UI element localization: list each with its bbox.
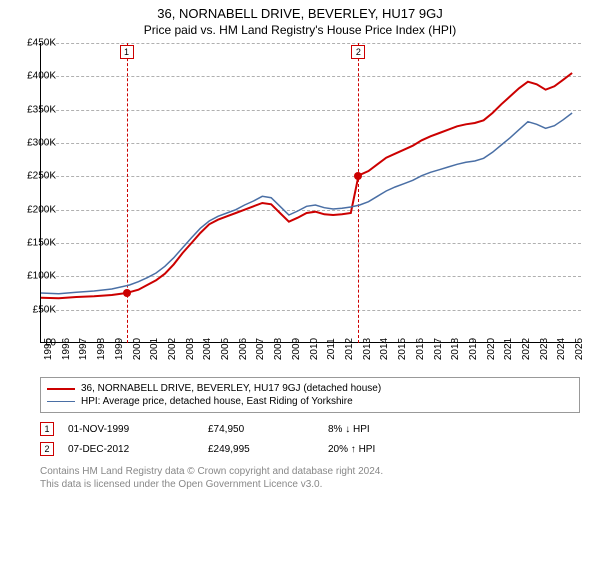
y-tick-label: £100K — [27, 271, 56, 282]
transaction-dot — [354, 172, 362, 180]
series-property — [41, 73, 572, 298]
transaction-row: 1 01-NOV-1999£74,9508% ↓ HPI — [40, 419, 580, 439]
y-tick-label: £400K — [27, 71, 56, 82]
chart-subtitle: Price paid vs. HM Land Registry's House … — [0, 23, 600, 37]
x-tick-label: 2023 — [539, 338, 550, 360]
x-tick-label: 2021 — [503, 338, 514, 360]
chart-title: 36, NORNABELL DRIVE, BEVERLEY, HU17 9GJ — [0, 6, 600, 21]
x-tick-label: 2001 — [149, 338, 160, 360]
legend-swatch — [47, 388, 75, 390]
x-tick-label: 1996 — [61, 338, 72, 360]
x-tick-label: 2010 — [309, 338, 320, 360]
y-tick-label: £350K — [27, 104, 56, 115]
legend-label: 36, NORNABELL DRIVE, BEVERLEY, HU17 9GJ … — [81, 383, 381, 394]
x-tick-label: 2006 — [238, 338, 249, 360]
legend-item: 36, NORNABELL DRIVE, BEVERLEY, HU17 9GJ … — [47, 382, 573, 395]
footnote-line1: Contains HM Land Registry data © Crown c… — [40, 466, 383, 477]
x-tick-label: 2005 — [220, 338, 231, 360]
footnote: Contains HM Land Registry data © Crown c… — [40, 465, 580, 491]
x-tick-label: 2003 — [185, 338, 196, 360]
x-tick-label: 2007 — [255, 338, 266, 360]
x-tick-label: 2024 — [556, 338, 567, 360]
chart-area: 12 £0£50K£100K£150K£200K£250K£300K£350K£… — [40, 43, 600, 373]
x-tick-label: 2009 — [291, 338, 302, 360]
x-tick-label: 2018 — [450, 338, 461, 360]
x-tick-label: 2008 — [273, 338, 284, 360]
y-tick-label: £450K — [27, 38, 56, 49]
y-tick-label: £250K — [27, 171, 56, 182]
legend-swatch — [47, 401, 75, 402]
transactions-table: 1 01-NOV-1999£74,9508% ↓ HPI 2 07-DEC-2012£… — [40, 419, 580, 459]
x-tick-label: 2013 — [362, 338, 373, 360]
x-tick-label: 1998 — [96, 338, 107, 360]
y-tick-label: £150K — [27, 238, 56, 249]
series-hpi — [41, 113, 572, 294]
transaction-date: 01-NOV-1999 — [68, 424, 208, 435]
legend-label: HPI: Average price, detached house, East… — [81, 396, 353, 407]
x-tick-label: 2004 — [202, 338, 213, 360]
y-tick-label: £200K — [27, 204, 56, 215]
transaction-delta: 8% ↓ HPI — [328, 424, 448, 435]
transaction-marker: 1 — [40, 422, 54, 436]
x-tick-label: 2019 — [468, 338, 479, 360]
footnote-line2: This data is licensed under the Open Gov… — [40, 479, 322, 490]
x-tick-label: 2012 — [344, 338, 355, 360]
x-tick-label: 2011 — [326, 338, 337, 360]
x-tick-label: 2002 — [167, 338, 178, 360]
x-tick-label: 2020 — [486, 338, 497, 360]
x-tick-label: 1999 — [114, 338, 125, 360]
x-tick-label: 2022 — [521, 338, 532, 360]
x-tick-label: 2000 — [132, 338, 143, 360]
x-tick-label: 1997 — [78, 338, 89, 360]
transaction-dot — [123, 289, 131, 297]
x-tick-label: 2016 — [415, 338, 426, 360]
legend-item: HPI: Average price, detached house, East… — [47, 395, 573, 408]
legend: 36, NORNABELL DRIVE, BEVERLEY, HU17 9GJ … — [40, 377, 580, 413]
plot-area: 12 — [40, 43, 580, 343]
transaction-price: £249,995 — [208, 444, 328, 455]
x-tick-label: 2015 — [397, 338, 408, 360]
y-tick-label: £50K — [33, 304, 56, 315]
transaction-delta: 20% ↑ HPI — [328, 444, 448, 455]
x-tick-label: 2025 — [574, 338, 585, 360]
transaction-price: £74,950 — [208, 424, 328, 435]
y-tick-label: £300K — [27, 138, 56, 149]
transaction-date: 07-DEC-2012 — [68, 444, 208, 455]
x-tick-label: 2017 — [433, 338, 444, 360]
x-tick-label: 2014 — [379, 338, 390, 360]
transaction-row: 2 07-DEC-2012£249,99520% ↑ HPI — [40, 439, 580, 459]
transaction-marker: 2 — [40, 442, 54, 456]
x-tick-label: 1995 — [43, 338, 54, 360]
series-lines — [41, 43, 581, 343]
